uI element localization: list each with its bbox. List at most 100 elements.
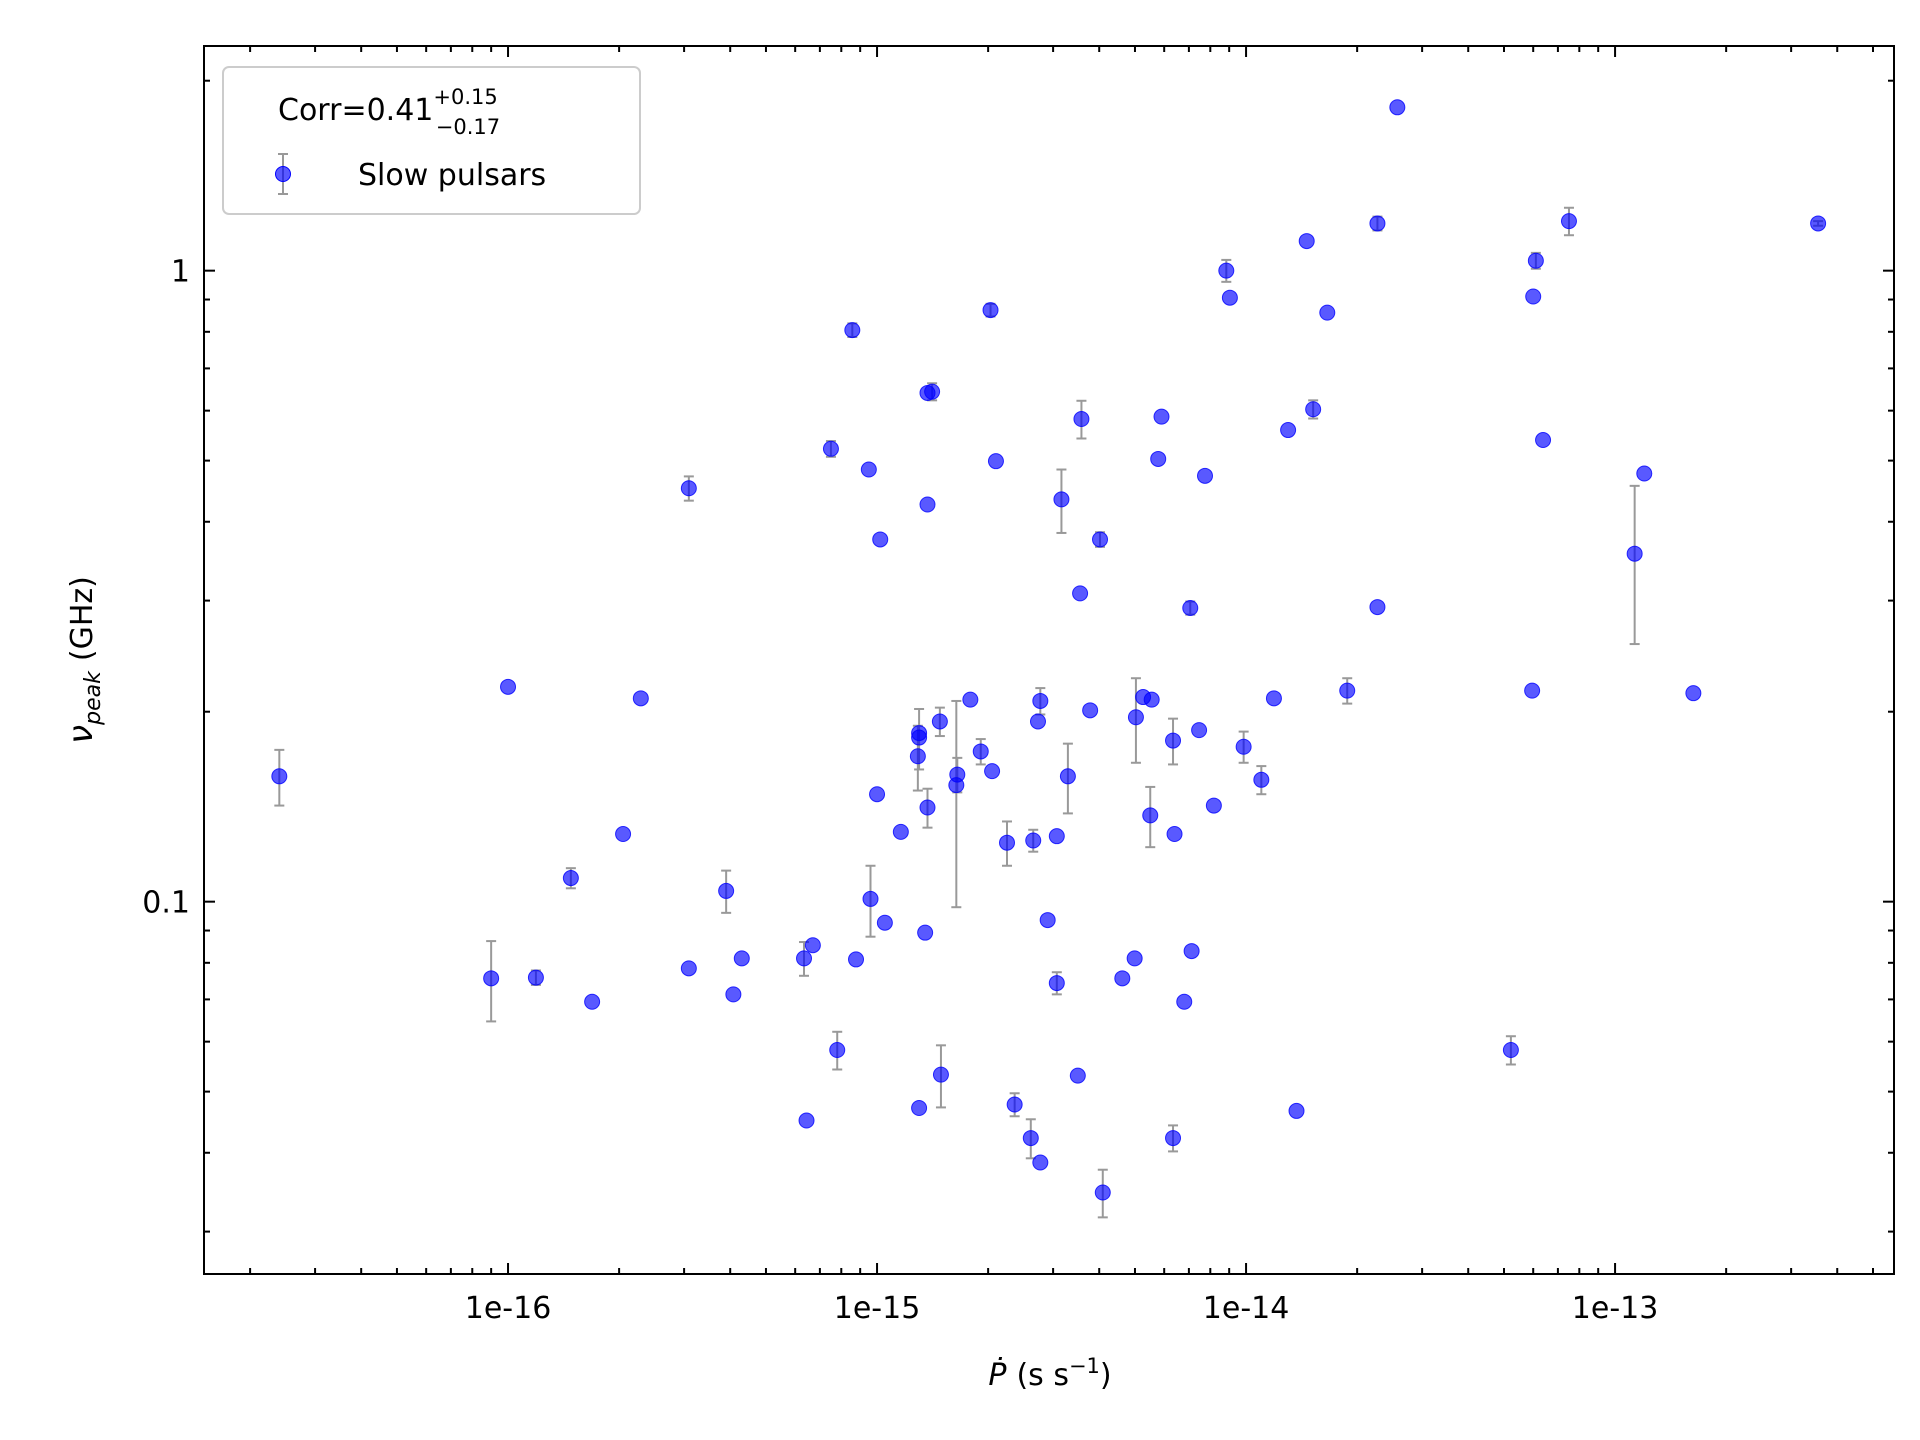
point: [848, 951, 865, 968]
point: [632, 690, 649, 707]
legend: Corr=0.41+0.15 −0.17 Slow pulsars: [222, 66, 641, 215]
point: [718, 882, 735, 899]
x-tick-label: 1e-16: [465, 1291, 552, 1326]
legend-marker: [275, 166, 291, 182]
legend-title-sub: −0.17: [436, 115, 500, 139]
point: [919, 496, 936, 513]
point: [1235, 738, 1252, 755]
y-axis-label: νpeak (GHz): [61, 576, 106, 744]
point: [1166, 826, 1183, 843]
point: [1150, 450, 1167, 467]
point: [1048, 975, 1065, 992]
legend-box: [222, 66, 641, 215]
point: [1636, 465, 1653, 482]
point: [1165, 1130, 1182, 1147]
legend-title-text: Corr=0.41: [278, 93, 433, 128]
point: [1082, 702, 1099, 719]
point: [911, 725, 928, 742]
point: [869, 786, 886, 803]
point: [680, 960, 697, 977]
y-label-sub: peak: [81, 670, 106, 726]
point: [1191, 722, 1208, 739]
point: [862, 890, 879, 907]
y-tick-label: 1: [171, 255, 190, 290]
x-tick-label: 1e-13: [1572, 1291, 1659, 1326]
x-axis-label: Ṗ (s s−1): [988, 1354, 1111, 1393]
x-label-close: ): [1100, 1358, 1112, 1393]
point: [924, 383, 941, 400]
point: [1073, 410, 1090, 427]
point: [972, 743, 989, 760]
point: [1319, 304, 1336, 321]
point: [962, 691, 979, 708]
point: [1142, 807, 1159, 824]
point: [584, 993, 601, 1010]
point: [798, 1112, 815, 1129]
point: [1183, 943, 1200, 960]
plot-frame: [203, 45, 1895, 1275]
point: [1143, 691, 1160, 708]
x-label-unit: (s s: [1016, 1358, 1069, 1393]
point: [1205, 797, 1222, 814]
point: [1685, 685, 1702, 702]
point: [932, 1066, 949, 1083]
point: [1288, 1102, 1305, 1119]
point: [822, 440, 839, 457]
point: [1298, 233, 1315, 250]
point: [1069, 1067, 1086, 1084]
point: [911, 1099, 928, 1116]
point: [1048, 828, 1065, 845]
point: [1022, 1130, 1039, 1147]
point: [1114, 970, 1131, 987]
point: [1535, 432, 1552, 449]
point: [844, 322, 861, 339]
point: [1218, 262, 1235, 279]
point: [483, 970, 500, 987]
point: [1527, 252, 1544, 269]
point: [1265, 690, 1282, 707]
point: [987, 453, 1004, 470]
plot-area: 1e-16 1e-15 1e-14 1e-13 0.1 1: [142, 46, 1894, 1326]
point: [1369, 215, 1386, 232]
y-tick-label: 0.1: [142, 886, 190, 921]
point: [1339, 682, 1356, 699]
point: [1094, 1184, 1111, 1201]
x-label-sup: −1: [1069, 1354, 1100, 1378]
point: [1525, 288, 1542, 305]
point: [829, 1041, 846, 1058]
point: [1197, 467, 1214, 484]
point: [796, 950, 813, 967]
point: [733, 950, 750, 967]
point: [1389, 99, 1406, 116]
point: [1810, 215, 1827, 232]
point: [1524, 682, 1541, 699]
point: [1059, 768, 1076, 785]
point: [1127, 709, 1144, 726]
point: [892, 823, 909, 840]
point: [1369, 599, 1386, 616]
point: [1560, 213, 1577, 230]
point: [725, 986, 742, 1003]
point: [982, 302, 999, 319]
x-tick-label: 1e-15: [834, 1291, 921, 1326]
point: [1153, 408, 1170, 425]
point: [271, 768, 288, 785]
point: [615, 826, 632, 843]
point: [1280, 422, 1297, 439]
point: [948, 777, 965, 794]
point: [1032, 692, 1049, 709]
point: [1182, 600, 1199, 617]
point: [919, 799, 936, 816]
x-tick-label: 1e-14: [1203, 1291, 1290, 1326]
point: [1176, 993, 1193, 1010]
point: [917, 924, 934, 941]
point: [984, 763, 1001, 780]
point: [1072, 585, 1089, 602]
point: [931, 713, 948, 730]
point: [1126, 950, 1143, 967]
point: [1626, 545, 1643, 562]
y-label-symbol: ν: [61, 725, 101, 744]
point: [1053, 491, 1070, 508]
